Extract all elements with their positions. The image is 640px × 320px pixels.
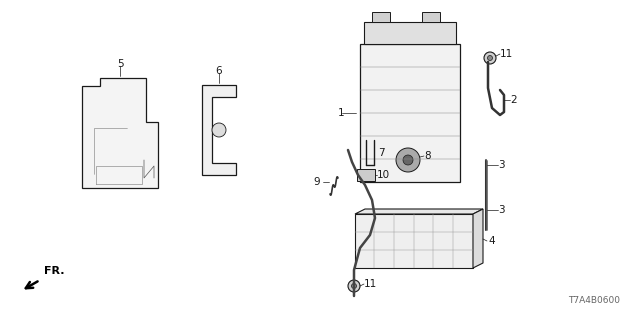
Bar — [360, 44, 460, 182]
Polygon shape — [82, 78, 158, 188]
Polygon shape — [355, 209, 483, 214]
Bar — [422, 12, 440, 22]
Text: 2: 2 — [510, 95, 516, 105]
Text: 1: 1 — [338, 108, 344, 118]
Circle shape — [212, 123, 226, 137]
Bar — [357, 169, 375, 181]
Circle shape — [488, 55, 493, 60]
Circle shape — [484, 52, 496, 64]
Text: 4: 4 — [488, 236, 495, 246]
Text: 10: 10 — [377, 170, 390, 180]
Text: 9: 9 — [314, 177, 320, 187]
Text: 8: 8 — [424, 151, 431, 161]
Text: 3: 3 — [498, 205, 504, 215]
Text: 7: 7 — [378, 148, 385, 158]
Circle shape — [351, 284, 356, 289]
Text: 11: 11 — [500, 49, 513, 59]
Text: FR.: FR. — [44, 266, 65, 276]
Polygon shape — [473, 209, 483, 268]
Text: 3: 3 — [498, 160, 504, 170]
Text: 6: 6 — [216, 66, 222, 76]
Text: 5: 5 — [116, 59, 124, 69]
Text: 11: 11 — [364, 279, 377, 289]
Bar — [364, 22, 456, 44]
Polygon shape — [202, 85, 236, 175]
Bar — [372, 12, 390, 22]
Text: T7A4B0600: T7A4B0600 — [568, 296, 620, 305]
Circle shape — [348, 280, 360, 292]
Bar — [355, 214, 473, 268]
Circle shape — [396, 148, 420, 172]
Circle shape — [403, 155, 413, 165]
